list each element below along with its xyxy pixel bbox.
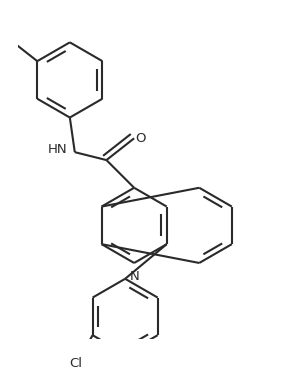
Text: O: O — [135, 132, 146, 145]
Text: HN: HN — [48, 143, 68, 156]
Text: N: N — [129, 270, 139, 283]
Text: Cl: Cl — [69, 357, 82, 370]
